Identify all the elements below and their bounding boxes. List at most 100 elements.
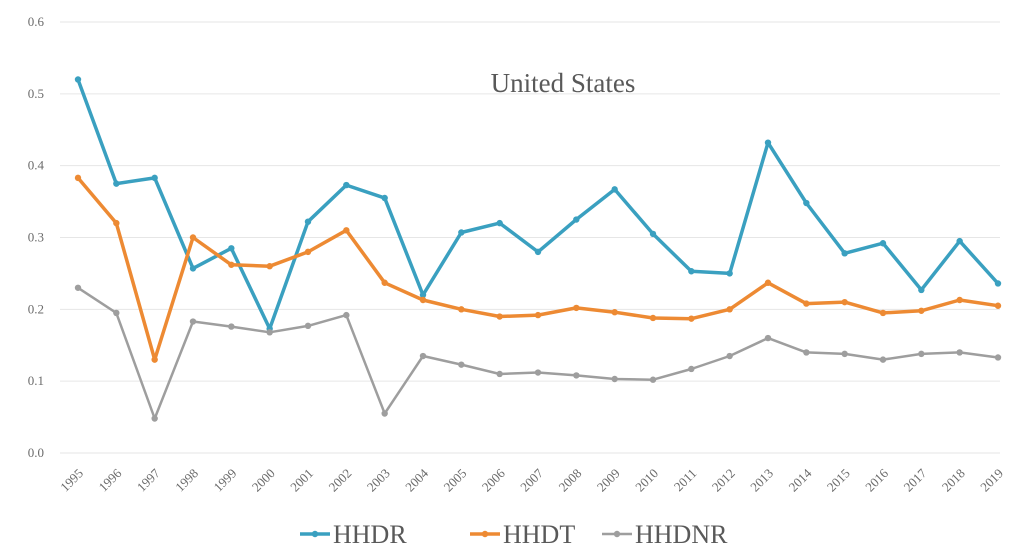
- data-point: [189, 318, 197, 325]
- series-hhdr: [74, 76, 1002, 332]
- y-tick-label: 0.6: [28, 14, 45, 29]
- x-tick-label: 1997: [134, 465, 163, 494]
- data-point: [419, 291, 427, 299]
- y-tick-label: 0.4: [28, 158, 45, 173]
- legend-item: HHDT: [470, 520, 575, 549]
- data-point: [381, 279, 388, 286]
- x-tick-label: 2017: [900, 465, 929, 494]
- data-point: [458, 361, 465, 368]
- data-point: [496, 219, 503, 227]
- data-point: [764, 279, 772, 286]
- data-point: [803, 300, 810, 307]
- data-point: [381, 410, 388, 417]
- data-point: [649, 376, 657, 383]
- legend-swatch-marker: [613, 530, 621, 538]
- y-tick-label: 0.5: [28, 86, 44, 101]
- data-point: [573, 216, 580, 223]
- data-point: [956, 237, 963, 245]
- data-point: [688, 268, 695, 275]
- data-point: [879, 309, 887, 317]
- data-point: [841, 298, 848, 306]
- series-hhdt: [74, 174, 1002, 363]
- x-tick-label: 2015: [824, 466, 853, 495]
- x-tick-label: 2000: [249, 466, 278, 495]
- legend-label: HHDR: [333, 520, 407, 549]
- data-point: [994, 302, 1002, 309]
- data-point: [611, 186, 618, 193]
- data-point: [228, 245, 235, 252]
- data-point: [419, 352, 427, 360]
- data-point: [803, 349, 810, 356]
- x-tick-label: 2008: [555, 466, 584, 495]
- data-point: [304, 218, 312, 225]
- data-point: [726, 352, 733, 360]
- data-point: [573, 304, 580, 312]
- data-point: [151, 356, 158, 363]
- legend-item: HHDR: [300, 520, 407, 549]
- data-point: [726, 270, 733, 277]
- data-point: [611, 375, 618, 383]
- data-point: [534, 248, 542, 256]
- data-point: [534, 311, 542, 319]
- x-tick-label: 2001: [287, 466, 316, 495]
- series-lines: [74, 76, 1002, 422]
- data-point: [764, 139, 772, 146]
- data-point: [151, 174, 158, 182]
- x-tick-label: 2005: [440, 466, 469, 495]
- data-point: [113, 309, 120, 317]
- data-point: [343, 181, 350, 189]
- x-tick-label: 2004: [402, 465, 431, 494]
- data-point: [266, 263, 273, 270]
- data-point: [74, 76, 82, 83]
- data-point: [764, 334, 772, 342]
- x-tick-label: 1999: [210, 466, 239, 495]
- data-point: [879, 356, 887, 363]
- data-point: [266, 329, 273, 336]
- data-point: [228, 323, 235, 330]
- data-point: [879, 240, 887, 247]
- chart-title: United States: [491, 68, 636, 98]
- x-tick-label: 2010: [632, 466, 661, 495]
- data-point: [841, 350, 848, 358]
- data-point: [803, 199, 810, 207]
- x-tick-label: 2012: [709, 466, 738, 495]
- legend: HHDR HHDT HHDNR: [300, 520, 728, 549]
- x-tick-label: 2011: [671, 466, 700, 495]
- series-hhdnr: [74, 284, 1002, 422]
- y-tick-label: 0.2: [28, 301, 44, 316]
- x-axis-ticks: 1995 1996 1997 1998 1999 2000 2001 2002 2003 2004…: [57, 465, 1006, 494]
- legend-swatch-marker: [481, 530, 489, 538]
- legend-item: HHDNR: [602, 520, 728, 549]
- data-point: [918, 286, 925, 294]
- x-tick-label: 2003: [364, 466, 393, 495]
- x-tick-label: 2002: [325, 466, 354, 495]
- y-tick-label: 0.1: [28, 373, 44, 388]
- data-point: [189, 265, 197, 272]
- legend-swatch-marker: [311, 530, 319, 538]
- data-point: [228, 261, 235, 268]
- data-point: [304, 322, 312, 330]
- data-point: [649, 230, 657, 238]
- data-point: [688, 365, 695, 373]
- data-point: [419, 296, 427, 304]
- data-point: [496, 370, 503, 378]
- data-point: [151, 415, 158, 422]
- data-point: [956, 349, 963, 356]
- data-point: [74, 284, 82, 291]
- x-tick-label: 1996: [95, 465, 124, 494]
- x-tick-label: 2016: [862, 465, 891, 494]
- legend-label: HHDNR: [635, 520, 728, 549]
- series-line: [76, 77, 1000, 331]
- x-tick-label: 2006: [479, 465, 508, 494]
- y-tick-label: 0.3: [28, 230, 44, 245]
- x-tick-label: 2009: [594, 466, 623, 495]
- x-tick-label: 2014: [785, 465, 814, 494]
- data-point: [534, 369, 542, 376]
- data-point: [611, 309, 618, 316]
- gridlines: [60, 21, 1000, 454]
- data-point: [304, 248, 312, 256]
- x-tick-label: 2019: [977, 466, 1006, 495]
- data-point: [496, 313, 503, 320]
- data-point: [688, 315, 695, 322]
